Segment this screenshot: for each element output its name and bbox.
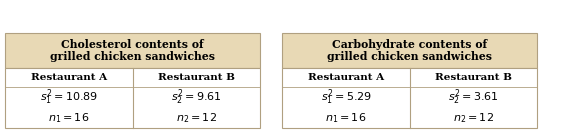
Text: $s_2^2 = 3.61$: $s_2^2 = 3.61$ (448, 88, 499, 107)
Text: Restaurant A: Restaurant A (31, 73, 107, 82)
Bar (5, 68, 260, 128)
Text: $s_1^2 = 5.29$: $s_1^2 = 5.29$ (320, 88, 371, 107)
Bar (282, 68, 537, 128)
Text: Carbohydrate contents of
grilled chicken sandwiches: Carbohydrate contents of grilled chicken… (327, 39, 492, 62)
Text: Restaurant B: Restaurant B (435, 73, 512, 82)
Text: Restaurant B: Restaurant B (158, 73, 235, 82)
Text: $s_1^2 = 10.89$: $s_1^2 = 10.89$ (40, 88, 98, 107)
Text: Cholesterol contents of
grilled chicken sandwiches: Cholesterol contents of grilled chicken … (50, 39, 215, 62)
Text: $n_2 = 12$: $n_2 = 12$ (176, 111, 217, 125)
Text: Restaurant A: Restaurant A (308, 73, 384, 82)
Text: $s_2^2 = 9.61$: $s_2^2 = 9.61$ (171, 88, 222, 107)
Text: $n_1 = 16$: $n_1 = 16$ (48, 111, 89, 125)
Bar (282, 33, 537, 68)
Bar (5, 33, 260, 68)
Text: $n_1 = 16$: $n_1 = 16$ (325, 111, 367, 125)
Text: $n_2 = 12$: $n_2 = 12$ (453, 111, 494, 125)
